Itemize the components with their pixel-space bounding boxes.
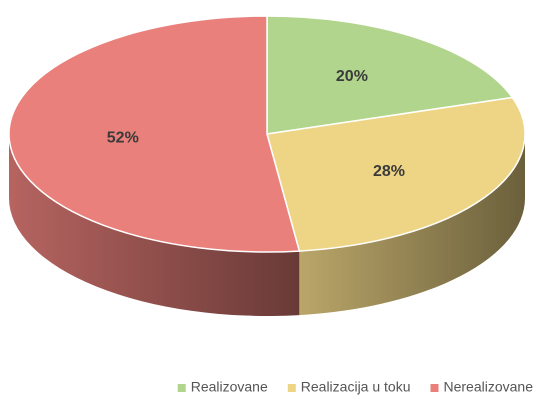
pie-slice [266,15,514,135]
pie-side [299,134,525,316]
pie-labels: 20% 28% 52% [107,68,405,180]
pie-sides [9,134,525,317]
legend-marker [177,384,186,392]
legend-marker [287,384,296,392]
pie-tops [8,15,526,253]
slice-label: 52% [107,130,139,147]
slice-label: 20% [336,68,368,85]
pie-side [9,134,300,317]
pie-slice [8,15,301,253]
legend-label: Nerealizovane [444,379,534,395]
legend-label: Realizacija u toku [301,379,411,395]
slice-label: 28% [373,163,405,180]
legend: Realizovane Realizacija u toku Nerealizova… [177,379,534,395]
pie-slice [266,96,526,252]
legend-marker [430,384,439,392]
legend-label: Realizovane [191,379,268,395]
